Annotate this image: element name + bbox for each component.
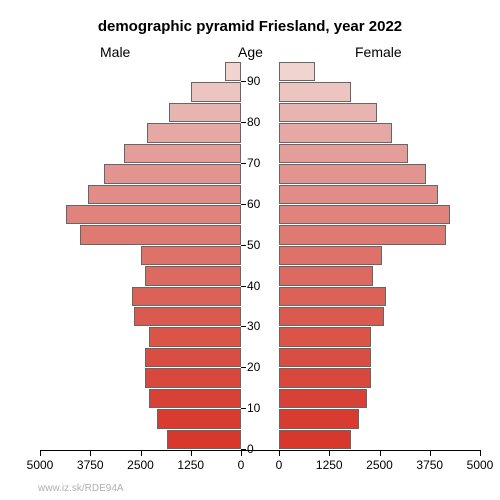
male-bar: [169, 103, 241, 122]
age-tick-label: 90: [247, 74, 277, 88]
x-tick-mark: [430, 450, 431, 456]
age-tick-label: 10: [247, 401, 277, 415]
x-tick-label: 0: [238, 458, 245, 472]
male-bar: [88, 185, 241, 204]
x-tick-mark: [329, 450, 330, 456]
male-bar: [225, 62, 241, 81]
age-tick-mark: [241, 245, 246, 246]
age-tick-label: 40: [247, 279, 277, 293]
x-tick-label: 3750: [416, 458, 443, 472]
male-bar: [132, 287, 241, 306]
x-tick-label: 2500: [127, 458, 154, 472]
female-header: Female: [355, 44, 402, 60]
age-tick-label: 30: [247, 319, 277, 333]
female-bar: [279, 389, 367, 408]
chart-title: demographic pyramid Friesland, year 2022: [0, 18, 500, 35]
female-bar: [279, 246, 382, 265]
age-tick-mark: [241, 81, 246, 82]
x-tick-mark: [191, 450, 192, 456]
age-tick-label: 80: [247, 115, 277, 129]
x-axis-line: [40, 450, 480, 451]
female-bar: [279, 205, 450, 224]
x-tick-label: 2500: [366, 458, 393, 472]
age-tick-mark: [241, 326, 246, 327]
female-bar: [279, 430, 351, 449]
x-tick-mark: [279, 450, 280, 456]
x-tick-mark: [480, 450, 481, 456]
x-tick-mark: [40, 450, 41, 456]
x-tick-label: 5000: [27, 458, 54, 472]
male-bar: [134, 307, 241, 326]
male-bar: [80, 225, 241, 244]
male-bar: [104, 164, 241, 183]
x-tick-label: 1250: [316, 458, 343, 472]
male-bar: [141, 246, 242, 265]
x-axis: 5000375025001250001250250037505000: [40, 450, 480, 480]
age-tick-mark: [241, 204, 246, 205]
male-bar: [66, 205, 241, 224]
male-bar: [147, 123, 241, 142]
age-header: Age: [238, 44, 263, 60]
age-tick-label: 70: [247, 156, 277, 170]
age-tick-label: 50: [247, 238, 277, 252]
male-bar: [157, 409, 241, 428]
female-bar: [279, 266, 373, 285]
watermark: www.iz.sk/RDE94A: [38, 483, 124, 494]
x-tick-mark: [90, 450, 91, 456]
female-bar: [279, 62, 315, 81]
male-header: Male: [100, 44, 130, 60]
female-bar: [279, 409, 359, 428]
age-tick-mark: [241, 286, 246, 287]
x-tick-mark: [241, 450, 242, 456]
female-bar: [279, 123, 392, 142]
female-bar: [279, 103, 377, 122]
pyramid-chart: demographic pyramid Friesland, year 2022…: [0, 0, 500, 500]
x-tick-mark: [141, 450, 142, 456]
female-bar: [279, 185, 438, 204]
female-bar: [279, 307, 384, 326]
female-bar: [279, 327, 371, 346]
x-tick-label: 1250: [177, 458, 204, 472]
female-bar: [279, 144, 408, 163]
x-tick-label: 3750: [77, 458, 104, 472]
age-tick-mark: [241, 163, 246, 164]
female-bar: [279, 82, 351, 101]
male-bar: [145, 348, 241, 367]
male-bar: [145, 266, 241, 285]
male-bar: [124, 144, 241, 163]
male-bar: [149, 389, 241, 408]
female-bar: [279, 287, 386, 306]
age-tick-mark: [241, 122, 246, 123]
female-bar: [279, 348, 371, 367]
female-bar: [279, 368, 371, 387]
female-bar: [279, 225, 446, 244]
x-tick-label: 0: [276, 458, 283, 472]
age-tick-label: 20: [247, 360, 277, 374]
male-bar: [149, 327, 241, 346]
age-tick-mark: [241, 408, 246, 409]
x-tick-label: 5000: [467, 458, 494, 472]
plot-area: 0102030405060708090: [40, 62, 480, 450]
x-tick-mark: [380, 450, 381, 456]
male-bar: [167, 430, 241, 449]
male-bar: [191, 82, 241, 101]
female-bar: [279, 164, 426, 183]
age-tick-label: 60: [247, 197, 277, 211]
age-tick-mark: [241, 367, 246, 368]
male-bar: [145, 368, 241, 387]
